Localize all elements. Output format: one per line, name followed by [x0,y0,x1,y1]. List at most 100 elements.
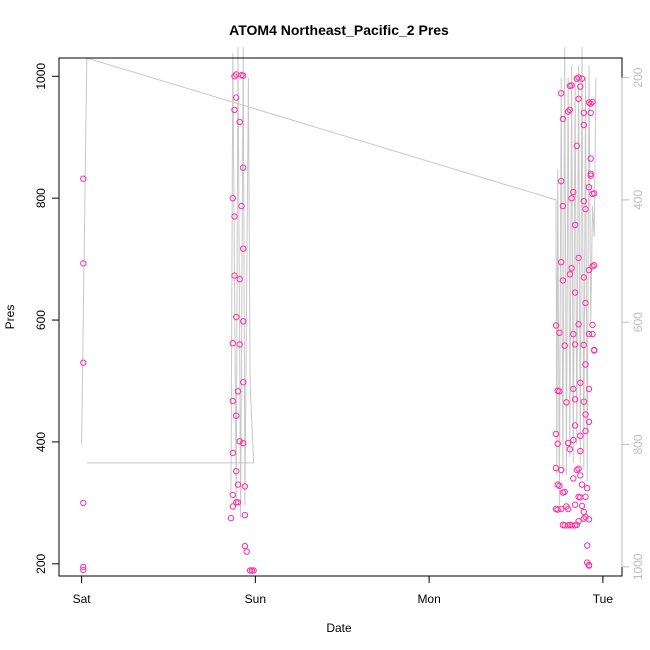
data-point [587,109,594,117]
data-point [575,465,582,472]
data-point [241,483,249,490]
data-point [591,190,598,197]
data-point [80,563,87,571]
data-point [577,379,584,386]
data-point [570,188,577,196]
data-point [563,399,570,406]
data-point [571,341,579,348]
data-point [240,379,247,386]
data-point [589,321,596,329]
data-point [238,202,245,210]
data-point [229,491,237,499]
data-point [582,299,589,307]
data-point [559,115,567,123]
data-point [577,83,584,90]
data-point [582,361,589,368]
series-lines [81,46,597,518]
series-points [80,71,598,574]
data-point [584,542,591,549]
data-point [559,277,567,284]
data-point [552,322,560,329]
data-point [591,346,598,354]
data-point [566,446,574,453]
y2-tick-label: 800 [631,434,645,454]
data-point [587,170,594,178]
data-point [233,468,240,475]
data-point [234,499,242,506]
data-point [568,195,575,202]
y-tick-label: 200 [34,553,48,573]
data-point [573,466,580,474]
data-point [564,505,572,513]
data-point [570,475,577,482]
data-point [578,75,586,82]
data-point [566,271,574,278]
data-point [585,99,593,106]
data-point [585,561,593,569]
data-point [577,472,584,479]
data-point [575,518,582,525]
data-point [584,485,591,492]
data-point [240,164,247,171]
x-axis-label: Date [326,621,352,635]
data-point [240,318,247,325]
data-point [573,142,580,150]
data-point [559,202,567,210]
data-point [587,172,594,179]
data-point [571,422,579,429]
x-tick-label: Mon [417,592,440,606]
data-point [582,427,589,435]
data-point [236,276,243,283]
data-point [231,73,238,80]
data-point [554,481,561,488]
data-point [591,262,598,269]
data-point [558,505,565,513]
data-point [585,266,593,274]
data-point [241,511,249,519]
data-point [231,272,238,279]
data-point [229,449,237,457]
data-point [571,289,579,296]
data-point [233,499,240,506]
data-point [236,118,243,126]
data-point [80,566,87,574]
data-point [240,245,247,252]
data-point [554,440,561,447]
data-point [587,155,594,162]
data-point [233,313,240,321]
data-point [580,274,587,281]
x-tick-label: Tue [593,592,614,606]
data-point [558,259,565,266]
data-point [589,263,596,270]
data-point [229,340,237,347]
data-point [571,396,579,403]
data-point [589,330,596,338]
x-tick-label: Sun [245,592,266,606]
data-point [558,177,565,185]
y-tick-label: 1000 [34,63,48,90]
data-point [229,397,237,405]
data-point [575,254,582,262]
data-point [580,121,587,129]
data-point [556,482,563,489]
y-axis: 200 400 600 800 1000 [34,63,60,574]
y-axis-secondary: 200 400 600 800 1000 [621,67,645,580]
data-point [571,221,579,229]
data-point [582,205,589,213]
data-point [558,466,565,474]
data-point [585,385,593,393]
data-point [243,548,250,555]
x-axis: Sat Sun Mon Tue [73,575,614,606]
data-point [561,488,568,496]
data-point [570,330,577,338]
data-point [80,175,87,182]
data-point [580,341,587,349]
data-point [80,499,87,507]
data-point [573,521,580,528]
data-point [570,385,577,393]
data-point [231,106,238,114]
data-point [568,82,575,89]
data-point [577,447,584,455]
data-point [585,330,593,338]
